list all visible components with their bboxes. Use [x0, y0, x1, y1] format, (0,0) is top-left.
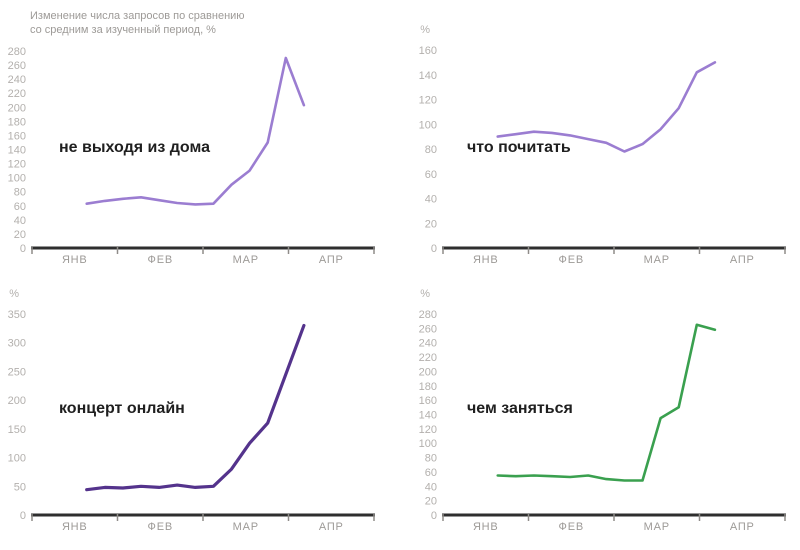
- y-axis-tick-label: 300: [8, 338, 26, 350]
- y-axis-tick-label: 0: [431, 510, 437, 522]
- y-axis-tick-label: 350: [8, 309, 26, 321]
- y-axis-tick-label: 100: [8, 173, 26, 185]
- x-axis-month-label: ФЕВ: [148, 521, 173, 533]
- x-axis-month-label: МАР: [233, 521, 259, 533]
- y-axis-tick-label: 80: [14, 187, 26, 199]
- x-axis-month-label: ЯНВ: [473, 254, 499, 266]
- y-axis-tick-label: 220: [8, 88, 26, 100]
- y-axis-tick-label: 160: [419, 45, 437, 57]
- y-axis-tick-label: 100: [419, 438, 437, 450]
- y-axis-tick-label: 250: [8, 366, 26, 378]
- page-title-line-2: со средним за изученный период, %: [30, 24, 216, 36]
- y-axis-tick-label: 180: [419, 381, 437, 393]
- y-axis-tick-label: 20: [425, 218, 437, 230]
- y-axis-tick-label: 0: [20, 243, 26, 255]
- y-axis-tick-label: 60: [425, 169, 437, 181]
- y-axis-tick-label: 100: [419, 119, 437, 131]
- y-axis-tick-label: 280: [419, 309, 437, 321]
- y-axis-tick-label: 200: [8, 395, 26, 407]
- x-axis-month-label: АПР: [319, 521, 344, 533]
- y-axis-tick-label: 60: [14, 201, 26, 213]
- x-axis-month-label: АПР: [319, 254, 344, 266]
- y-axis-tick-label: 260: [8, 60, 26, 72]
- y-axis-tick-label: 240: [419, 338, 437, 350]
- x-axis-month-label: МАР: [644, 521, 670, 533]
- x-axis-month-label: ЯНВ: [62, 254, 88, 266]
- y-axis-tick-label: 60: [425, 467, 437, 479]
- y-axis-tick-label: 120: [419, 95, 437, 107]
- x-axis-month-label: АПР: [730, 254, 755, 266]
- y-axis-tick-label: 260: [419, 323, 437, 335]
- series-line: [85, 56, 306, 206]
- series-line: [85, 323, 306, 492]
- chart-label-online-concert: концерт онлайн: [59, 400, 185, 417]
- y-axis-tick-label: 140: [419, 70, 437, 82]
- y-axis-tick-label: 20: [14, 229, 26, 241]
- y-axis-tick-label: 280: [8, 46, 26, 58]
- chart-what-to-do: 280260240220200180160140120100806040200%…: [419, 288, 786, 533]
- x-axis-month-label: ФЕВ: [559, 521, 584, 533]
- y-axis-tick-label: 80: [425, 453, 437, 465]
- y-axis-tick-label: 40: [425, 481, 437, 493]
- x-axis-month-label: МАР: [644, 254, 670, 266]
- y-axis-tick-label: 120: [8, 159, 26, 171]
- chart-what-to-read: 160 140 120 100 80 60 40 20 0% ЯНВ ФЕВ МАР АПР: [419, 24, 786, 266]
- y-axis-tick-label: 160: [419, 395, 437, 407]
- x-axis-month-label: ЯНВ: [62, 521, 88, 533]
- y-axis-tick-label: 0: [431, 243, 437, 255]
- y-axis-tick-label: 140: [8, 145, 26, 157]
- y-axis-tick-label: 40: [425, 194, 437, 206]
- y-axis-tick-label: 80: [425, 144, 437, 156]
- chart-online-concert: 350 300 250 200 150 100 50 0% ЯНВ ФЕВ МАР АПР: [8, 288, 375, 533]
- y-axis-tick-label: 100: [8, 453, 26, 465]
- chart-label-what-to-do: чем заняться: [467, 400, 573, 417]
- x-axis-month-label: МАР: [233, 254, 259, 266]
- y-axis-tick-label: 0: [20, 510, 26, 522]
- y-axis-tick-label: 140: [419, 410, 437, 422]
- y-axis-tick-label: 150: [8, 424, 26, 436]
- y-axis-unit-label: %: [9, 288, 19, 300]
- y-axis-tick-label: 50: [14, 481, 26, 493]
- chart-stay-at-home: 280260240220200180160140120100806040200Я…: [8, 46, 375, 266]
- y-axis-tick-label: 160: [8, 130, 26, 142]
- x-axis-month-label: ФЕВ: [559, 254, 584, 266]
- y-axis-tick-label: 180: [8, 116, 26, 128]
- y-axis-tick-label: 200: [419, 366, 437, 378]
- page-title-line-1: Изменение числа запросов по сравнению: [30, 10, 245, 22]
- x-axis-month-label: ЯНВ: [473, 521, 499, 533]
- chart-label-what-to-read: что почитать: [467, 139, 571, 156]
- series-line: [496, 61, 717, 153]
- y-axis-tick-label: 200: [8, 102, 26, 114]
- y-axis-tick-label: 40: [14, 215, 26, 227]
- chart-label-stay-at-home: не выходя из дома: [59, 139, 210, 156]
- y-axis-tick-label: 120: [419, 424, 437, 436]
- y-axis-tick-label: 240: [8, 74, 26, 86]
- y-axis-tick-label: 20: [425, 496, 437, 508]
- y-axis-unit-label: %: [420, 288, 430, 300]
- x-axis-month-label: АПР: [730, 521, 755, 533]
- series-line: [496, 323, 717, 482]
- y-axis-unit-label: %: [420, 24, 430, 36]
- x-axis-month-label: ФЕВ: [148, 254, 173, 266]
- y-axis-tick-label: 220: [419, 352, 437, 364]
